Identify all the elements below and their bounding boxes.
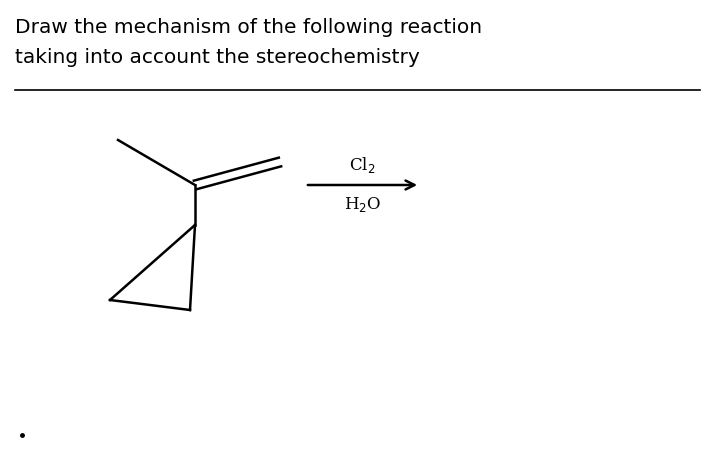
Text: H$_2$O: H$_2$O <box>344 196 381 214</box>
Text: Cl$_2$: Cl$_2$ <box>349 155 376 175</box>
Text: Draw the mechanism of the following reaction: Draw the mechanism of the following reac… <box>15 18 482 37</box>
Text: taking into account the stereochemistry: taking into account the stereochemistry <box>15 48 420 67</box>
